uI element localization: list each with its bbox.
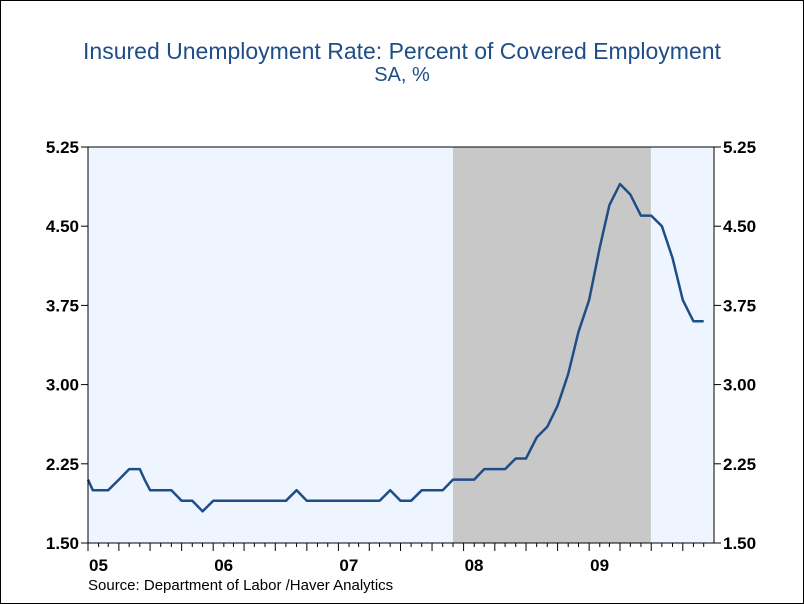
chart-title: Insured Unemployment Rate: Percent of Co… bbox=[83, 38, 721, 64]
y-tick-label-right: 2.25 bbox=[723, 455, 756, 474]
x-tick-label: 07 bbox=[339, 556, 358, 575]
y-tick-label-left: 2.25 bbox=[46, 455, 79, 474]
source-note: Source: Department of Labor /Haver Analy… bbox=[88, 577, 394, 594]
chart-subtitle: SA, % bbox=[374, 64, 430, 86]
x-tick-label: 08 bbox=[465, 556, 484, 575]
series-line bbox=[86, 182, 704, 513]
x-tick-label: 06 bbox=[214, 556, 233, 575]
y-tick-label-left: 4.50 bbox=[46, 217, 79, 236]
recession-shading bbox=[452, 147, 651, 543]
y-tick-label-right: 3.00 bbox=[723, 376, 756, 395]
y-tick-label-left: 3.75 bbox=[46, 296, 79, 315]
y-tick-label-left: 1.50 bbox=[46, 534, 79, 553]
plot-border bbox=[87, 146, 715, 544]
y-tick-label-left: 3.00 bbox=[46, 376, 79, 395]
y-tick-label-right: 4.50 bbox=[723, 217, 756, 236]
y-tick-label-left: 5.25 bbox=[46, 138, 79, 157]
x-tick-label: 05 bbox=[89, 556, 108, 575]
y-tick-label-right: 5.25 bbox=[723, 138, 756, 157]
recession-band bbox=[452, 147, 651, 543]
series-layer bbox=[86, 182, 704, 513]
y-tick-label-right: 1.50 bbox=[723, 534, 756, 553]
x-tick-label: 09 bbox=[590, 556, 609, 575]
axis-ticks: 5.25 5.25 4.50 4.50 3.75 3.75 3.00 3.00 2.25 2.25… bbox=[46, 138, 756, 575]
y-tick-label-right: 3.75 bbox=[723, 296, 756, 315]
